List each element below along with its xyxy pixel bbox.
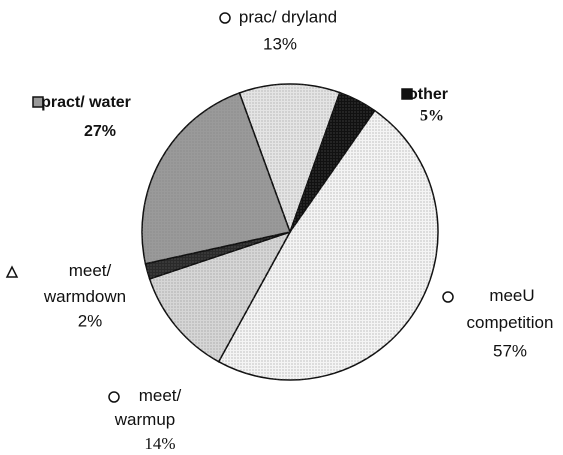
legend-marker: [442, 291, 454, 303]
category-label: meet/warmdown: [43, 261, 126, 306]
category-label: pract/ water: [41, 94, 131, 111]
value-label: 14%: [144, 434, 175, 453]
legend-marker: [401, 88, 413, 100]
labels: prac/ dryland 13% other 5% meeU competition 57…: [5, 7, 554, 453]
value-label: 27%: [84, 123, 116, 140]
category-label-line: meet/: [139, 386, 182, 405]
value-label: 5%: [420, 108, 444, 125]
pie: [141, 83, 439, 381]
category-label: meet/warmup: [114, 386, 182, 429]
legend-marker: [108, 391, 120, 403]
category-label: other: [408, 86, 448, 103]
legend-marker: [32, 96, 44, 108]
value-label: 13%: [263, 34, 297, 53]
legend-marker: [219, 12, 231, 24]
category-label-line: warmdown: [43, 287, 126, 306]
value-label: 2%: [78, 311, 103, 330]
category-label-line: competition: [467, 313, 554, 332]
category-label: prac/ dryland: [239, 7, 337, 26]
legend-marker: [5, 265, 19, 278]
category-label-line: meet/: [69, 261, 112, 280]
category-label: meeU competition: [467, 286, 554, 332]
category-label-line: meeU: [489, 286, 534, 305]
category-label-line: warmup: [114, 410, 175, 429]
value-label: 57%: [493, 341, 527, 360]
